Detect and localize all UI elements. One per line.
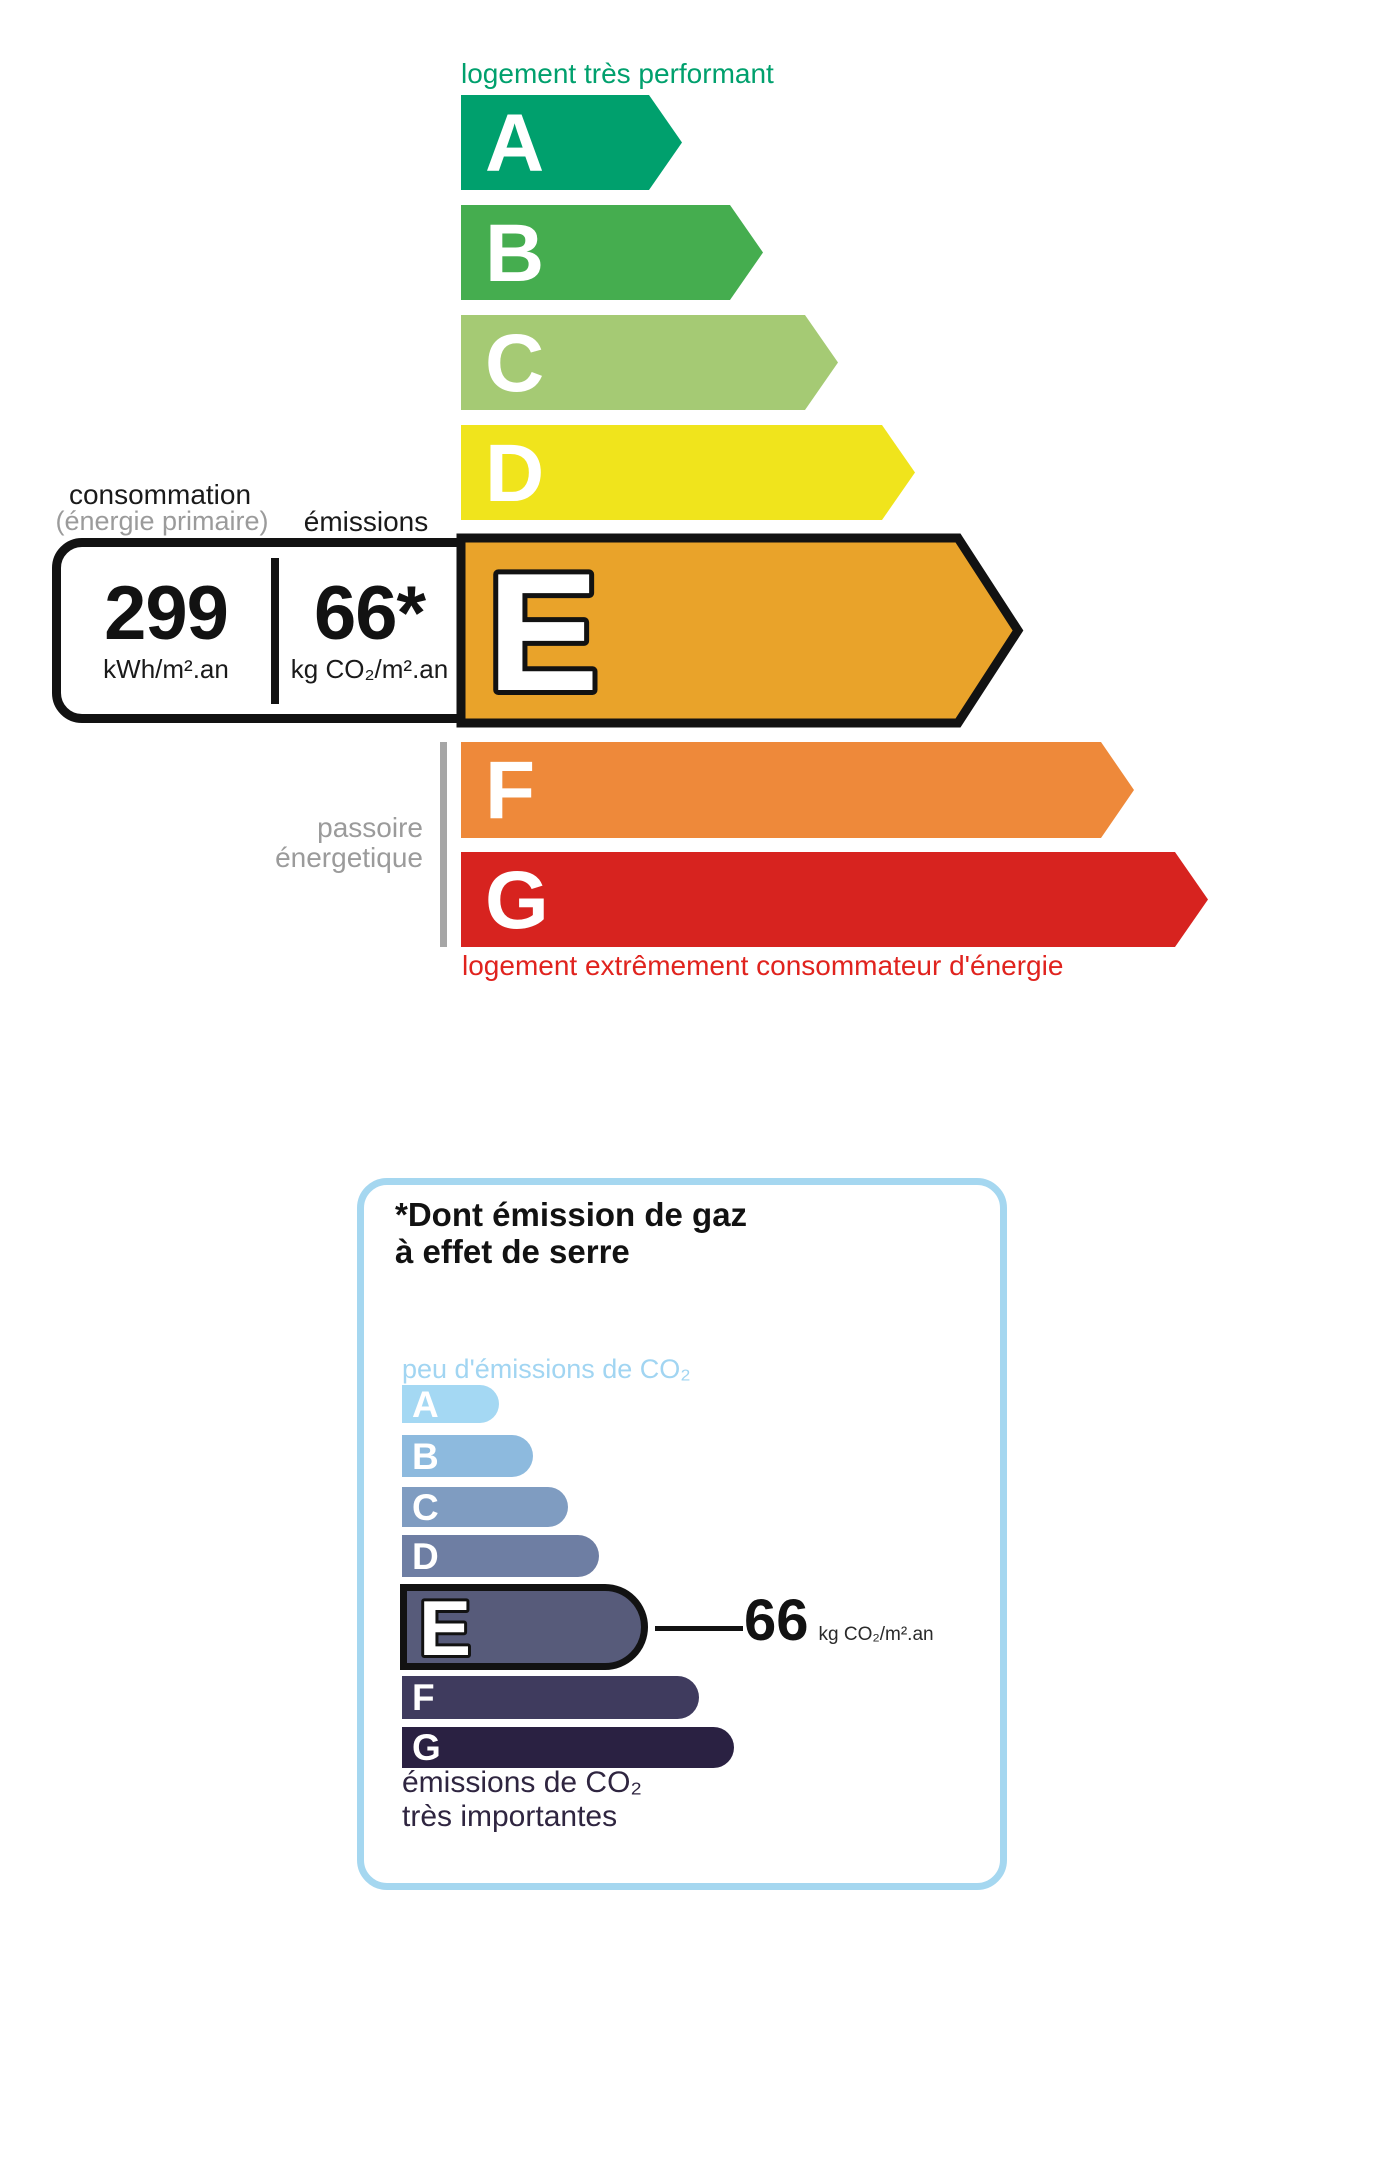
co2-bar-a: A <box>402 1385 499 1423</box>
co2-grade-letter-e: E <box>419 1591 471 1663</box>
passoire-bracket-bar <box>440 742 447 947</box>
co2-high-label: émissions de CO₂ très importantes <box>402 1766 642 1834</box>
energy-arrow-a: A <box>461 95 682 190</box>
co2-bar-d: D <box>402 1535 599 1577</box>
energy-arrow-f: F <box>461 742 1134 838</box>
co2-grade-letter-d: D <box>412 1535 439 1577</box>
co2-high-label-line2: très importantes <box>402 1800 618 1833</box>
energy-arrow-d: D <box>461 425 915 520</box>
co2-low-label: peu d'émissions de CO₂ <box>402 1354 691 1384</box>
passoire-label: passoire énergetique <box>203 813 423 873</box>
co2-title-line2: à effet de serre <box>395 1233 630 1270</box>
consumption-unit: kWh/m².an <box>103 654 229 684</box>
co2-panel <box>357 1178 1007 1890</box>
passoire-label-line1: passoire <box>317 812 423 843</box>
co2-grade-letter-c: C <box>412 1486 439 1528</box>
co2-bar-f: F <box>402 1676 699 1719</box>
consumption-sublabel: (énergie primaire) <box>55 506 269 536</box>
energy-bottom-label: logement extrêmement consommateur d'éner… <box>462 950 1064 981</box>
co2-bar-g: G <box>402 1727 734 1768</box>
co2-grade-letter-b: B <box>412 1435 439 1477</box>
co2-bar-e-letter-svg: E <box>416 1581 474 1675</box>
co2-high-label-line1: émissions de CO₂ <box>402 1766 643 1799</box>
emissions-unit: kg CO₂/m².an <box>290 654 449 684</box>
co2-bar-e-selected: E <box>400 1581 648 1675</box>
energy-arrow-e-shape <box>456 533 1024 728</box>
co2-title-line1: *Dont émission de gaz <box>395 1196 748 1233</box>
energy-arrow-c: C <box>461 315 838 410</box>
consumption-cell: 299 kWh/m².an <box>61 547 271 714</box>
value-box-divider <box>271 557 279 704</box>
co2-value: 66 <box>744 1588 809 1653</box>
energy-grade-letter-c: C <box>485 317 545 409</box>
energy-grade-letter-b: B <box>485 207 545 299</box>
energy-grade-letter-e: E <box>487 538 599 726</box>
co2-grade-letter-g: G <box>412 1727 441 1768</box>
emissions-label: émissions <box>303 506 429 537</box>
energy-grade-letter-f: F <box>485 745 536 836</box>
consumption-label: consommation <box>68 479 252 510</box>
passoire-label-line2: énergetique <box>275 842 423 873</box>
co2-grade-letter-a: A <box>412 1383 439 1425</box>
energy-arrow-g: G <box>461 852 1208 947</box>
co2-panel-title: *Dont émission de gaz à effet de serre <box>395 1196 747 1270</box>
emissions-cell: 66* kg CO₂/m².an <box>279 547 460 714</box>
energy-grade-letter-g: G <box>485 854 549 946</box>
value-box: 299 kWh/m².an 66* kg CO₂/m².an <box>52 538 469 723</box>
energy-grade-letter-a: A <box>485 97 545 189</box>
emissions-value: 66* <box>313 571 426 656</box>
energy-arrow-e-selected: E <box>456 533 1024 731</box>
energy-top-label: logement très performant <box>461 58 774 89</box>
energy-arrow-b: B <box>461 205 763 300</box>
consumption-value: 299 <box>104 571 229 656</box>
co2-value-unit: kg CO₂/m².an <box>818 1624 934 1645</box>
co2-bar-c: C <box>402 1487 568 1527</box>
co2-bar-b: B <box>402 1435 533 1477</box>
co2-value-connector-line <box>655 1626 743 1631</box>
co2-value-row: 66 kg CO₂/m².an <box>744 1592 934 1650</box>
co2-grade-letter-f: F <box>412 1677 435 1718</box>
energy-grade-letter-d: D <box>485 427 545 519</box>
